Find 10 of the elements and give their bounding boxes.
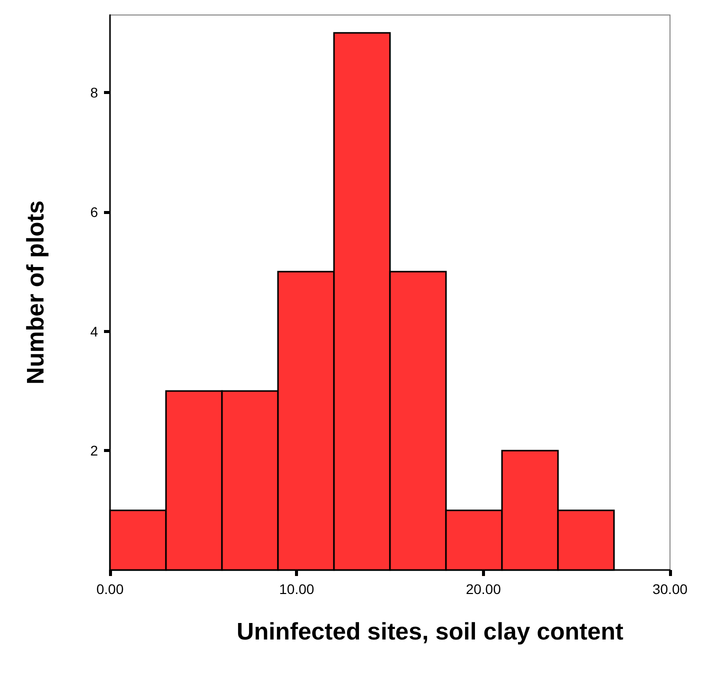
y-tick-label: 6 — [90, 204, 98, 220]
x-tick-label: 10.00 — [279, 581, 314, 597]
x-tick-label: 0.00 — [96, 581, 124, 597]
x-tick-label: 30.00 — [652, 581, 688, 597]
y-tick-label: 8 — [90, 84, 98, 101]
x-axis-title: Uninfected sites, soil clay content — [236, 618, 624, 646]
x-tick-label: 20.00 — [466, 581, 502, 597]
y-axis-title: Number of plots — [22, 200, 50, 384]
y-tick-label: 4 — [90, 323, 98, 340]
y-tick-label: 2 — [90, 442, 98, 459]
